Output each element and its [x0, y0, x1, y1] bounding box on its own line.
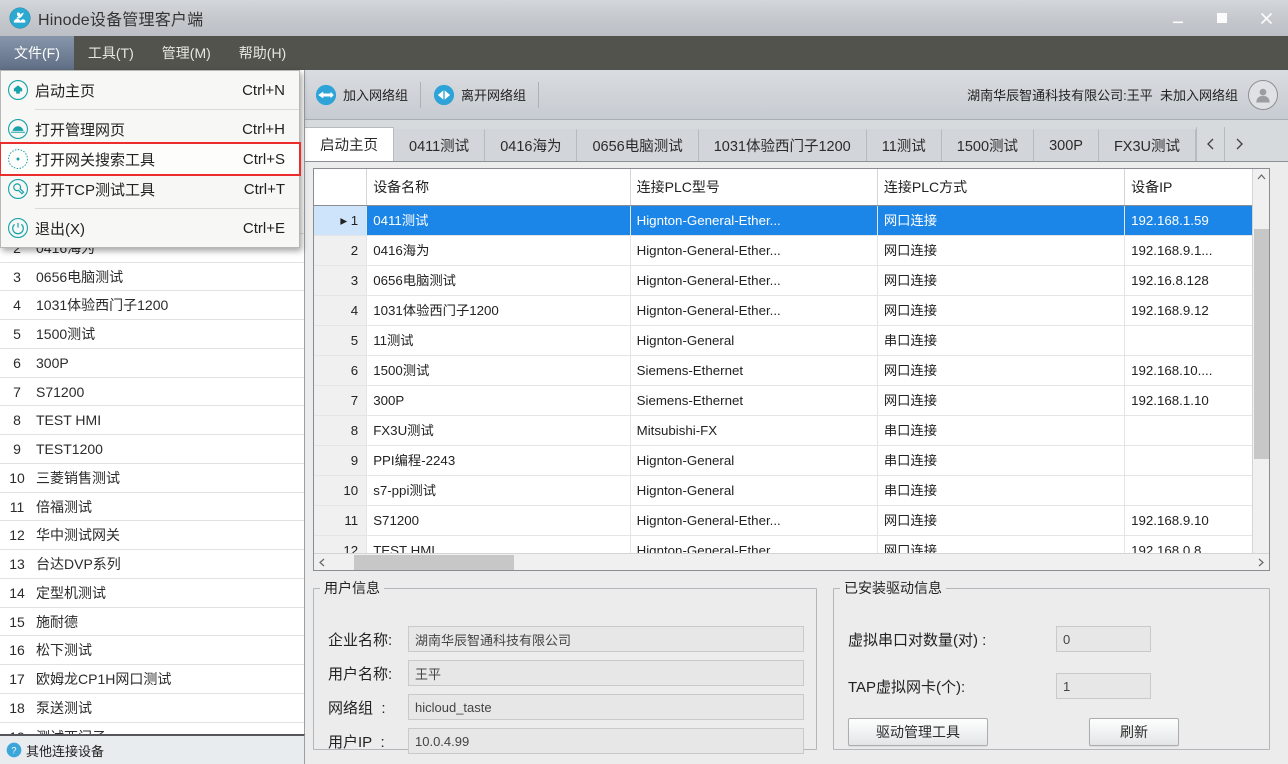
- svg-text:?: ?: [11, 745, 16, 755]
